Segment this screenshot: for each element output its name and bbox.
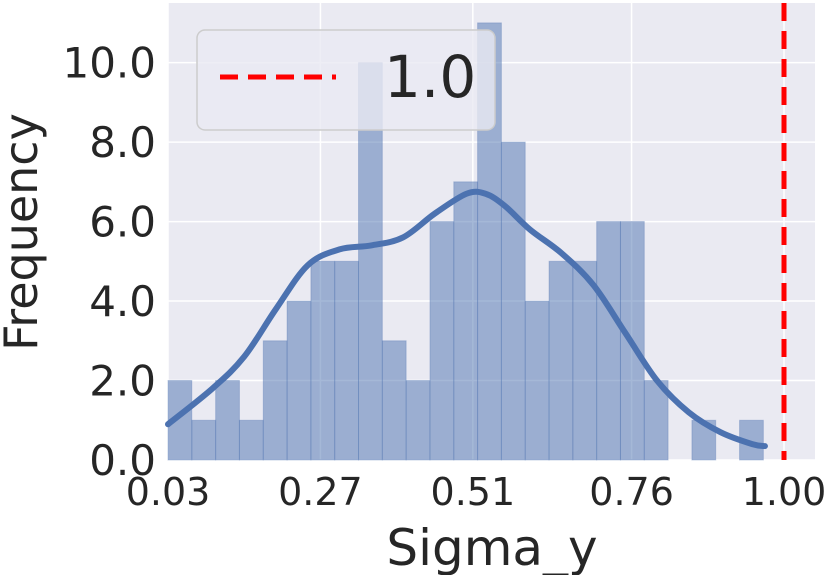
- kde-line: [165, 188, 768, 450]
- histogram-bar: [334, 260, 360, 461]
- x-tick-label: 0.27: [278, 470, 363, 514]
- x-tick-label: 0.51: [431, 470, 516, 514]
- legend: 1.0: [196, 29, 496, 131]
- histogram-bar: [381, 340, 407, 461]
- histogram-bar: [191, 419, 217, 461]
- histogram-bar: [596, 221, 621, 461]
- y-tick-label: 4.0: [89, 277, 156, 326]
- histogram-bar: [310, 260, 336, 461]
- y-axis-label: Frequency: [0, 113, 48, 351]
- x-tick-label: 0.76: [589, 470, 674, 514]
- histogram-bar: [429, 221, 455, 461]
- histogram-bar: [286, 300, 312, 461]
- y-tick-label: 2.0: [89, 357, 156, 406]
- y-tick-labels: 0.0 2.0 4.0 6.0 8.0 10.0: [62, 39, 156, 485]
- histogram-bar: [524, 300, 550, 461]
- histogram-bar: [477, 22, 502, 461]
- histogram-bar: [572, 260, 598, 461]
- legend-entry-label: 1.0: [384, 43, 476, 111]
- x-axis-label: Sigma_y: [386, 519, 597, 575]
- y-tick-label: 6.0: [89, 198, 156, 247]
- x-tick-label: 0.03: [126, 470, 211, 514]
- histogram-bar: [453, 181, 479, 461]
- histogram-bars: [167, 22, 764, 461]
- histogram-bar: [262, 340, 288, 461]
- x-tick-label: 1.00: [742, 470, 827, 514]
- histogram-bar: [405, 380, 431, 461]
- histogram-bar: [548, 260, 574, 461]
- histogram-bar: [500, 141, 526, 461]
- x-tick-labels: 0.03 0.27 0.51 0.76 1.00: [126, 470, 827, 514]
- legend-box: [196, 29, 496, 131]
- y-tick-label: 0.0: [89, 436, 156, 485]
- histogram-bar: [215, 380, 240, 461]
- y-tick-label: 10.0: [62, 39, 156, 88]
- y-tick-label: 8.0: [89, 118, 156, 167]
- histogram-bar: [238, 419, 264, 461]
